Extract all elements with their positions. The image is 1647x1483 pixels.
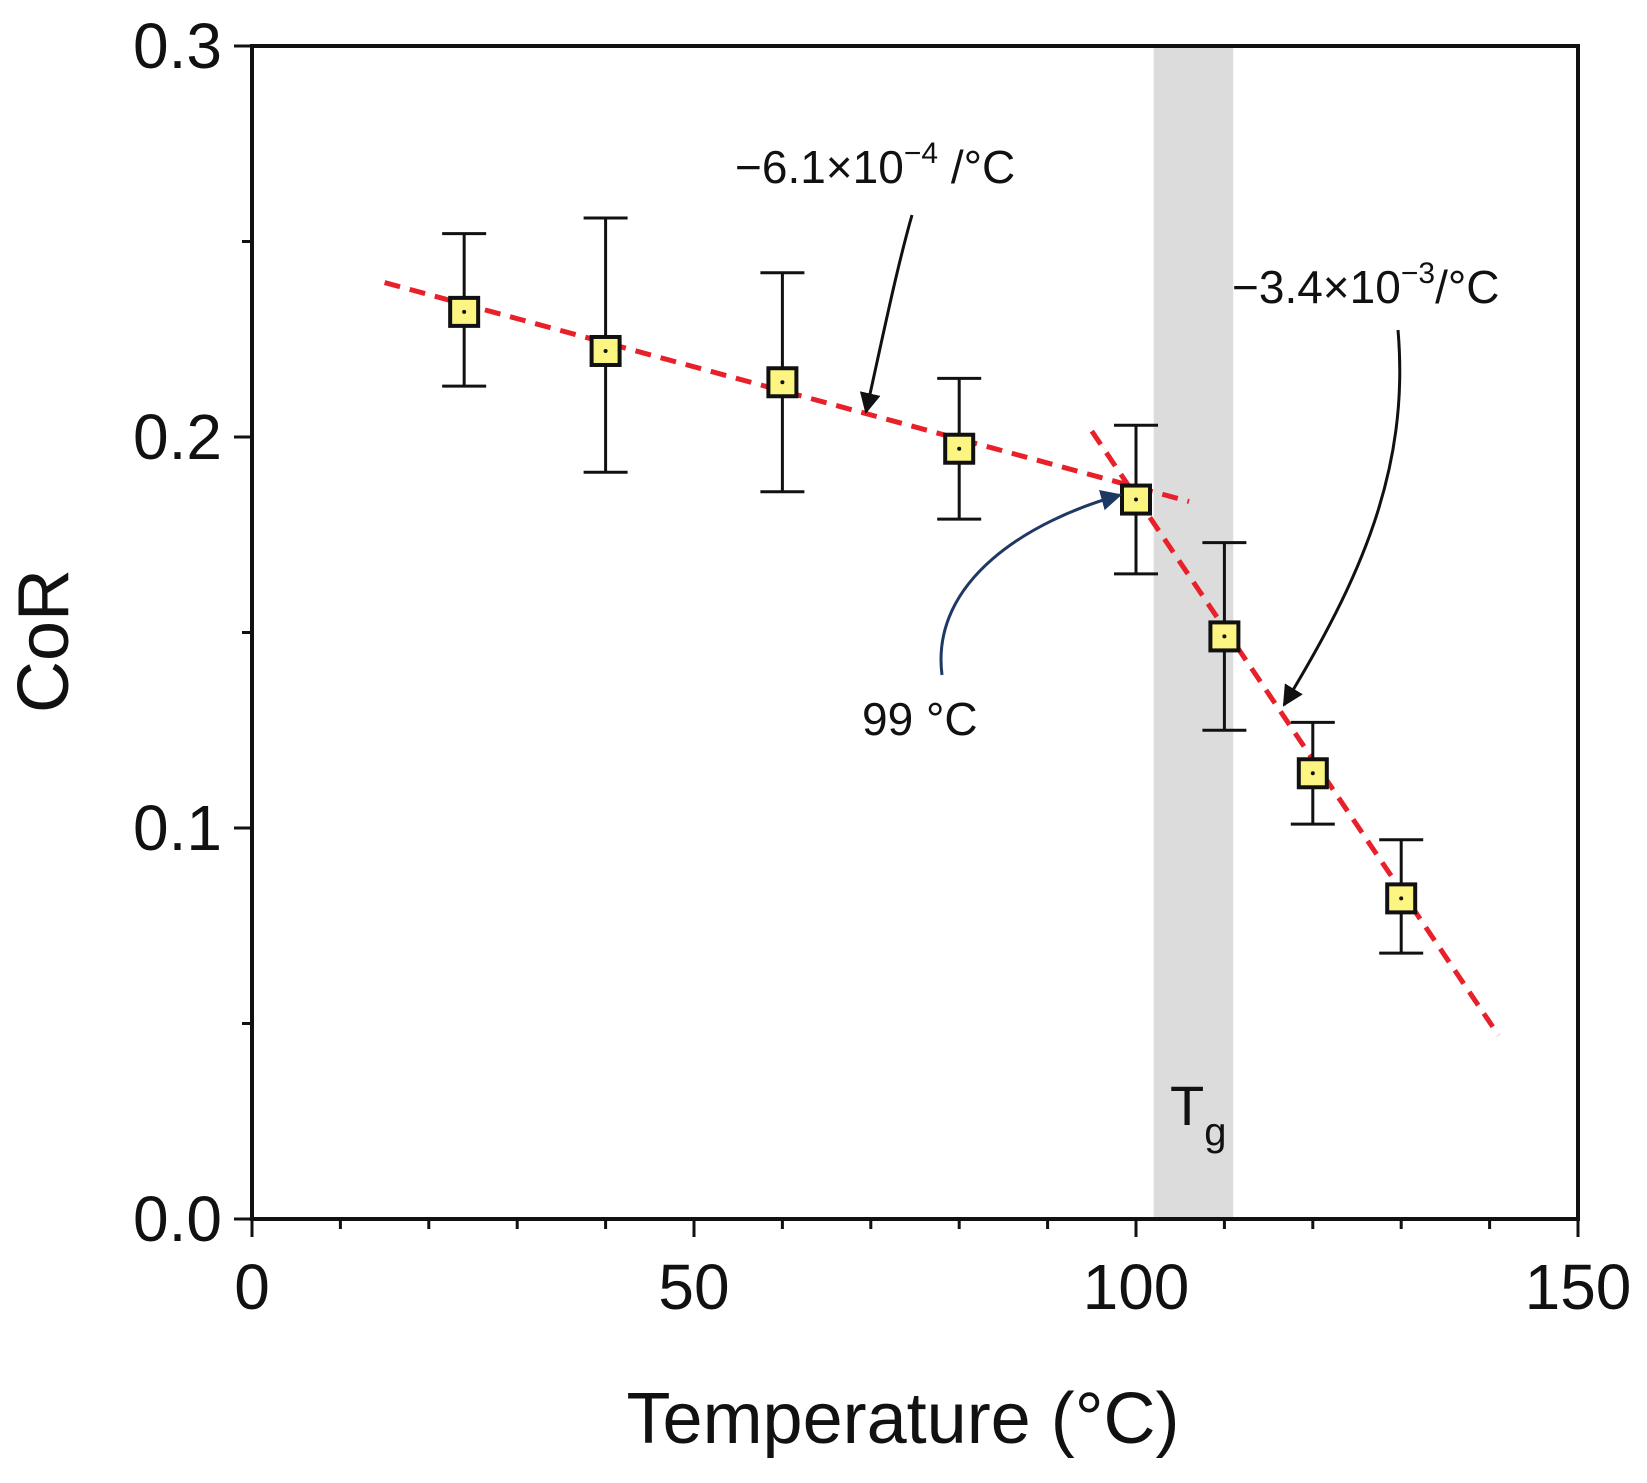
- point-center-dot: [780, 380, 785, 385]
- tg-label: Tg: [1170, 1074, 1226, 1154]
- point-center-dot: [1310, 771, 1315, 776]
- arrow-fit-below-tg: [859, 214, 914, 415]
- x-axis: 0 50 100 150: [234, 1219, 1631, 1323]
- x-tick-label: 100: [1083, 1251, 1190, 1323]
- y-axis: 0.0 0.1 0.2 0.3: [133, 10, 252, 1255]
- point-marker: [1296, 757, 1329, 790]
- plot-border: [250, 44, 1580, 1221]
- fit-above-tg-label: −3.4×10−3/°C: [1232, 257, 1499, 313]
- data-point: [583, 216, 628, 474]
- point-marker: [448, 295, 481, 328]
- data-point: [1290, 720, 1335, 826]
- x-tick-label: 0: [234, 1251, 270, 1323]
- point-center-dot: [1222, 634, 1227, 639]
- point-center-dot: [1399, 896, 1404, 901]
- arrow-fit-above-tg: [1282, 329, 1402, 707]
- y-tick-label: 0.3: [133, 10, 222, 82]
- data-point: [760, 271, 805, 494]
- y-axis-title: CoR: [4, 569, 84, 713]
- point-center-dot: [603, 348, 608, 353]
- data-point: [1114, 423, 1158, 576]
- y-tick-label: 0.2: [133, 401, 222, 473]
- x-tick-label: 50: [658, 1251, 729, 1323]
- y-tick-label: 0.1: [133, 792, 222, 864]
- data-point: [442, 232, 487, 388]
- data-point: [1202, 541, 1247, 732]
- fit-below-tg-label: −6.1×10−4 /°C: [735, 137, 1015, 193]
- y-tick-label: 0.0: [133, 1183, 222, 1255]
- arrow-intersection: [939, 489, 1123, 676]
- x-axis-title: Temperature (°C): [627, 1379, 1180, 1459]
- point-center-dot: [462, 309, 467, 314]
- x-tick-label: 150: [1525, 1251, 1632, 1323]
- data-point: [1379, 838, 1424, 955]
- intersection-label: 99 °C: [862, 693, 978, 745]
- fit-above-tg: [1089, 429, 1501, 1037]
- data-point: [937, 376, 982, 521]
- plot-frame: [250, 44, 1580, 1221]
- point-center-dot: [957, 446, 962, 451]
- point-center-dot: [1134, 497, 1138, 502]
- data-series: [442, 216, 1424, 955]
